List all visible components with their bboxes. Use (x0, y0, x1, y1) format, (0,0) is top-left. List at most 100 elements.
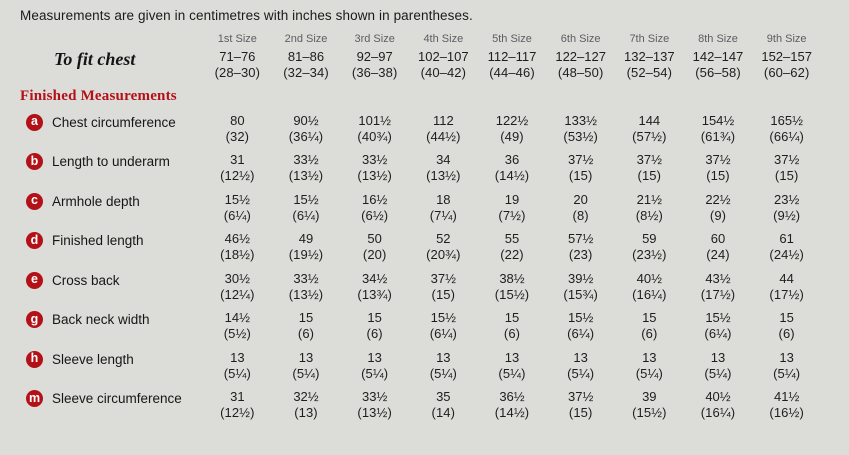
measurement-letter-badge: m (26, 390, 43, 407)
cm-value: 36 (504, 152, 520, 167)
cm-value: 19 (504, 191, 520, 207)
cm-value: 33½ (293, 152, 319, 167)
inch-value: (8½) (635, 207, 663, 223)
inch-value: (20¾) (426, 247, 461, 263)
inch-value: (5¼) (498, 365, 526, 381)
inch-value: (6¼) (567, 326, 595, 342)
measurement-value: 46½ (18½) (203, 230, 272, 264)
inch-value: (52–54) (626, 65, 673, 81)
cm-value: 40½ (705, 389, 731, 404)
measurement-value: 34½ (13¾) (340, 270, 409, 304)
inch-value: (5¼) (361, 365, 389, 381)
cm-value: 40½ (636, 270, 662, 286)
size-column-header: 8th Size (698, 33, 738, 45)
cm-value: 15 (642, 310, 657, 325)
measurement-value: 15½ (6¼) (409, 309, 478, 343)
measurement-value: 13 (5¼) (203, 349, 272, 383)
inch-value: (15) (706, 168, 730, 184)
cm-value: 31 (230, 152, 245, 167)
to-fit-chest-value: 132–137 (52–54) (615, 48, 684, 82)
cm-value: 101½ (358, 112, 391, 128)
inch-value: (12½) (220, 168, 255, 184)
inch-value: (20) (362, 247, 387, 263)
measurement-value: 15½ (6¼) (546, 309, 615, 343)
inch-value: (19½) (288, 247, 324, 263)
measurement-letter-badge: b (26, 153, 43, 170)
inch-value: (9) (709, 207, 727, 223)
inch-value: (5¼) (704, 365, 732, 381)
to-fit-chest-value: 142–147 (56–58) (684, 48, 753, 82)
measurement-letter-badge: a (26, 113, 43, 131)
measurement-value: 15 (6) (478, 309, 547, 343)
measurement-letter-badge: e (26, 271, 43, 289)
cm-value: 112–117 (487, 49, 537, 64)
to-fit-chest-label: To fit chest (54, 49, 136, 69)
measurement-row: d Finished length 46½ (18½) 49 (19½) 50 (20) 52(… (20, 230, 821, 264)
inch-value: (6¼) (223, 207, 251, 223)
inch-value: (6) (641, 326, 658, 342)
measurement-value: 60 (24) (684, 230, 753, 264)
cm-value: 122–127 (555, 49, 606, 64)
cm-value: 90½ (293, 112, 319, 128)
measurement-value: 49 (19½) (272, 230, 341, 264)
measurement-value: 80 (32) (203, 112, 272, 146)
inch-value: (12¼) (220, 286, 255, 302)
inch-value: (15) (431, 286, 456, 302)
measurement-row: e Cross back 30½ (12¼) 33½ (13½) 34½ (13¾) 37½ (1… (20, 270, 821, 304)
measurement-value: 165½ (66¼) (752, 112, 821, 146)
inch-value: (13½) (357, 405, 392, 421)
measurement-row: b Length to underarm 31 (12½) 33½ (13½) 33½ (13… (20, 151, 821, 185)
inch-value: (18½) (220, 247, 255, 263)
inch-value: (23) (568, 247, 593, 263)
cm-value: 37½ (774, 152, 800, 167)
cm-value: 34 (436, 152, 451, 167)
cm-value: 15 (504, 310, 520, 325)
size-column-header: 7th Size (629, 33, 670, 45)
inch-value: (40–42) (420, 65, 467, 81)
measurement-label-cell: b Length to underarm (20, 151, 203, 170)
inch-value: (6) (297, 326, 315, 342)
inch-value: (66¼) (769, 128, 804, 144)
cm-value: 142–147 (692, 49, 744, 64)
cm-value: 13 (710, 349, 726, 365)
measurement-value: 39½ (15¾) (546, 270, 615, 304)
measurement-value: 35 (14) (409, 388, 478, 422)
inch-value: (12½) (220, 405, 255, 421)
measurement-row: a Chest circumference 80 (32) 90½ (36¼) 101½ (4… (20, 112, 821, 146)
size-column-header: 1st Size (217, 33, 257, 45)
measurement-value: 15 (6) (340, 309, 409, 343)
measurement-value: 31 (12½) (203, 151, 272, 185)
measurement-value: 30½ (12¼) (203, 270, 272, 304)
measurement-row: g Back neck width 14½ (5½) 15 (6) 15 (6) 15½ (6¼)… (20, 309, 821, 343)
measurement-value: 15 (6) (615, 309, 684, 343)
measurement-value: 37½ (15) (615, 151, 684, 185)
measurement-value: 33½ (13½) (272, 151, 341, 185)
to-fit-chest-value: 102–107 (40–42) (409, 48, 478, 82)
measurement-value: 33½ (13½) (340, 388, 409, 422)
measurement-value: 37½ (15) (409, 270, 478, 304)
cm-value: 14½ (224, 310, 250, 325)
cm-value: 13 (779, 349, 794, 365)
size-column-header: 6th Size (560, 33, 601, 45)
cm-value: 38½ (499, 270, 525, 286)
cm-value: 152–157 (761, 49, 812, 64)
cm-value: 37½ (568, 152, 594, 167)
measurement-value: 36 (14½) (478, 151, 547, 185)
cm-value: 31 (230, 389, 245, 404)
cm-value: 50 (367, 231, 382, 246)
finished-measurements-heading: Finished Measurements (20, 87, 177, 104)
measurement-value: 39 (15½) (615, 388, 684, 422)
cm-value: 15 (779, 310, 794, 325)
cm-value: 154½ (701, 112, 735, 128)
measurement-value: 23½ (9½) (752, 191, 821, 225)
measurement-value: 32½ (13) (272, 388, 341, 422)
cm-value: 18 (436, 191, 451, 207)
inch-value: (15) (774, 168, 799, 184)
cm-value: 15½ (705, 310, 731, 325)
inch-value: (44–46) (489, 65, 535, 81)
measurement-value: 38½ (15½) (478, 270, 547, 304)
inch-value: (53½) (563, 128, 598, 144)
measurement-value: 13 (5¼) (546, 349, 615, 383)
to-fit-chest-value: 71–76 (28–30) (203, 48, 272, 82)
measurement-value: 13 (5¼) (409, 349, 478, 383)
